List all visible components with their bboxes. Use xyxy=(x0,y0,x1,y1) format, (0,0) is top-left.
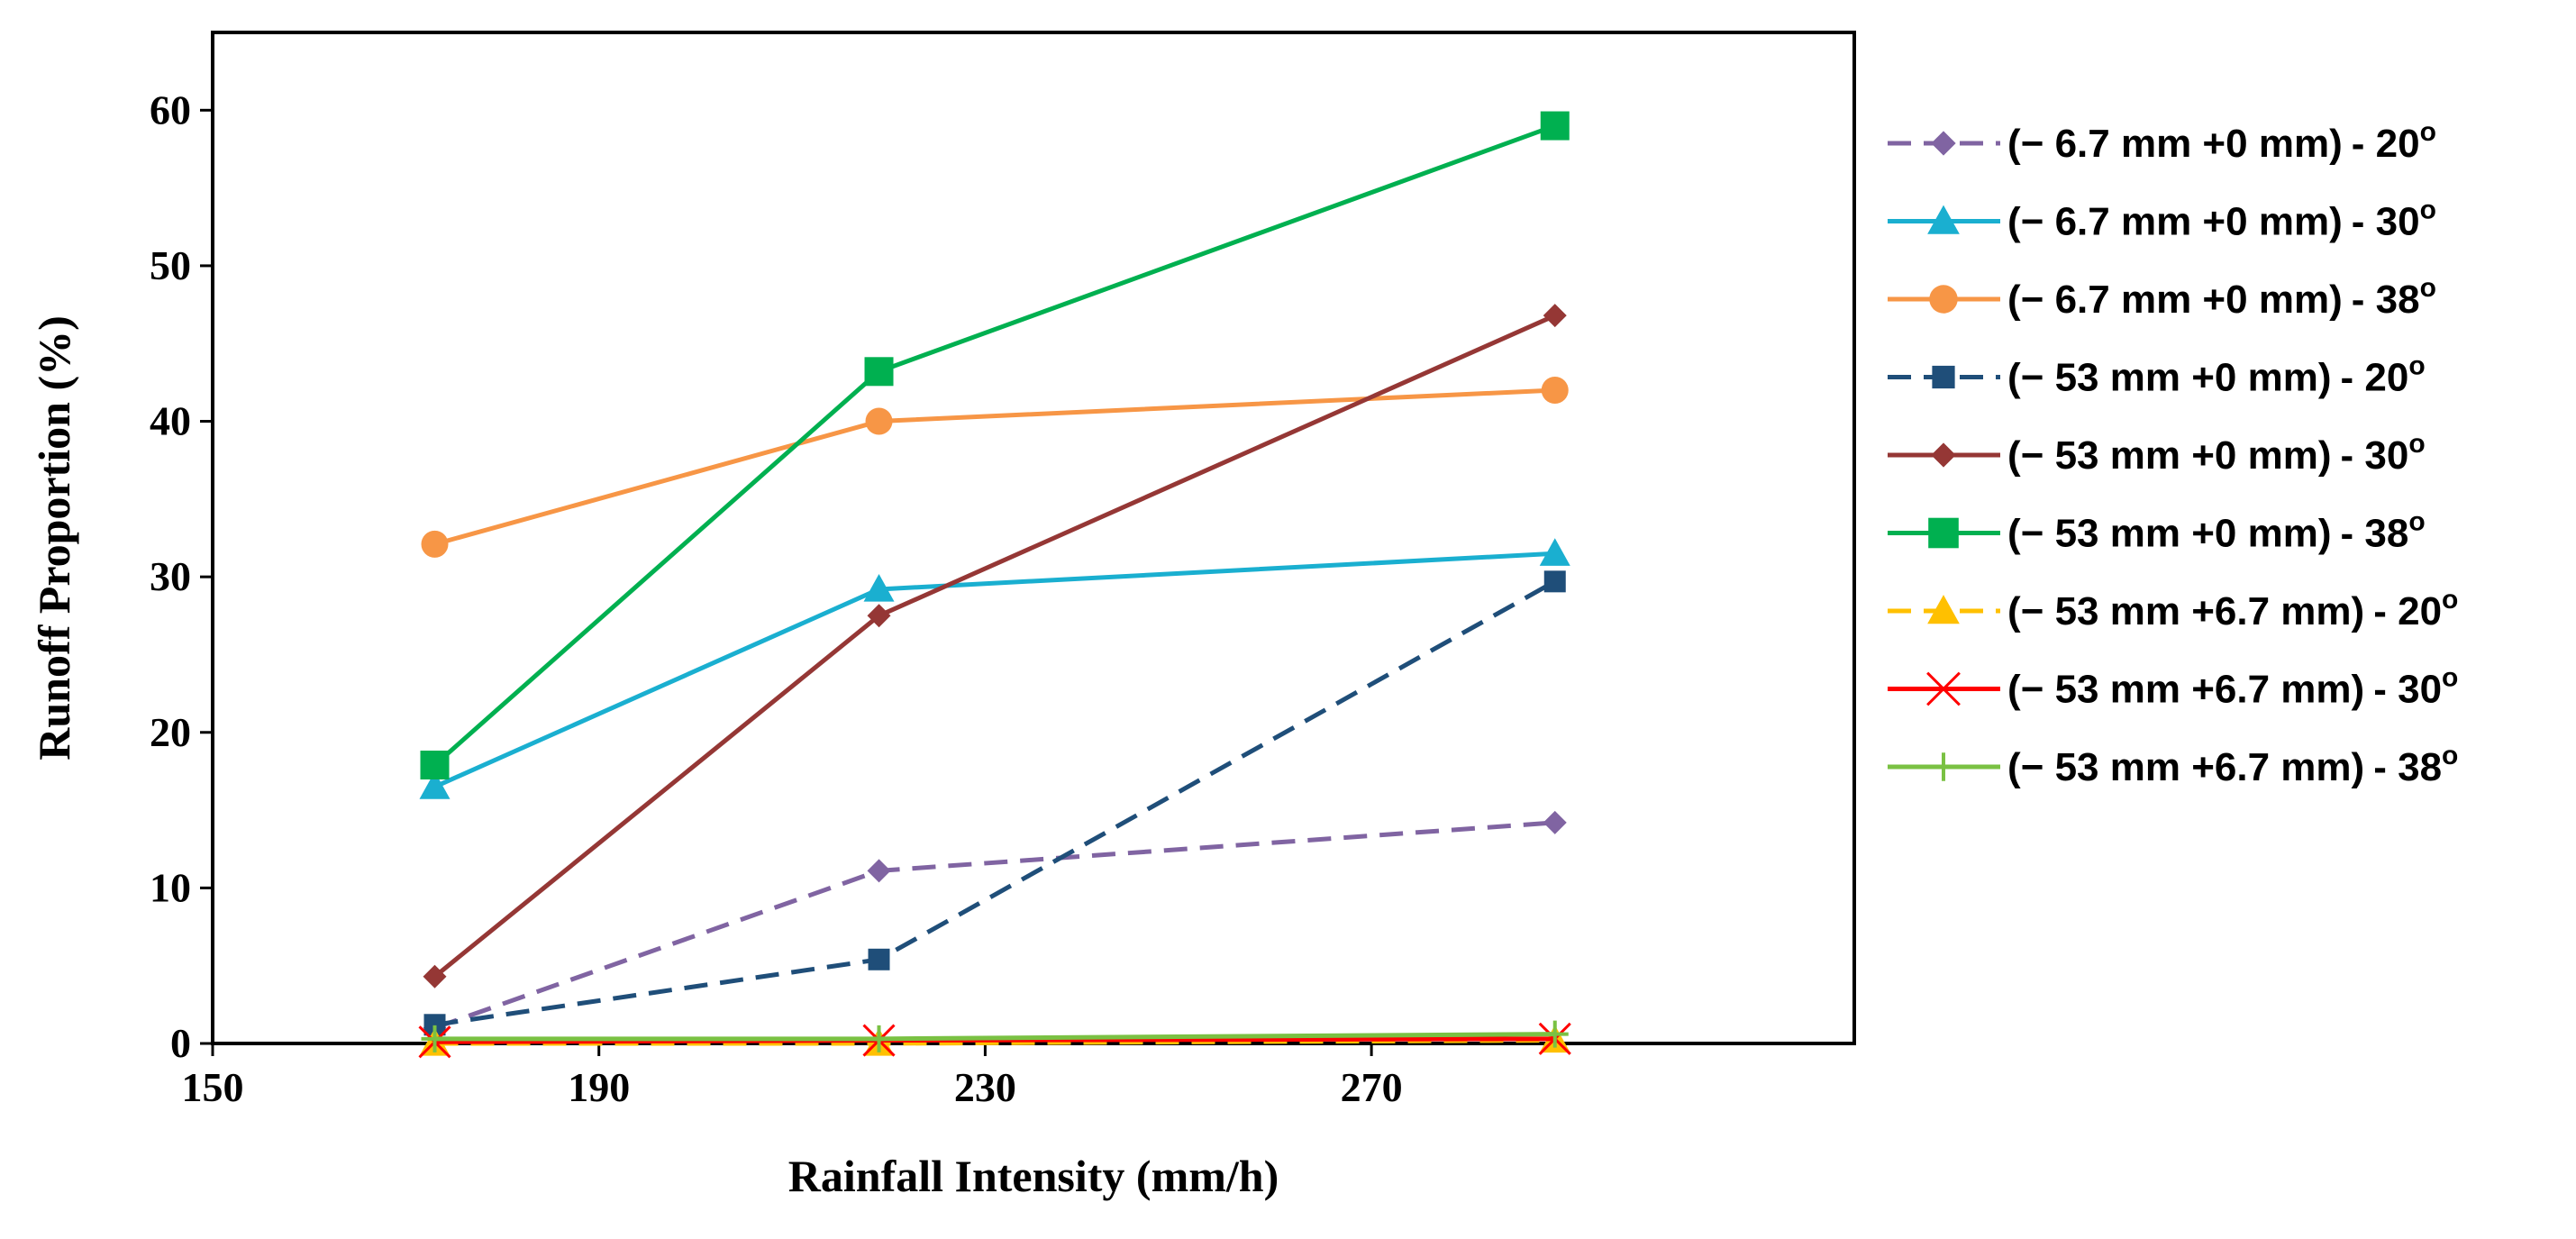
data-point xyxy=(420,751,450,780)
data-point xyxy=(1540,111,1570,141)
data-point xyxy=(423,964,447,988)
data-point xyxy=(865,1025,893,1052)
data-point xyxy=(865,407,893,435)
series-5 xyxy=(423,304,1567,988)
legend-swatch-marker xyxy=(1931,442,1956,468)
x-tick-label: 270 xyxy=(1341,1064,1403,1110)
y-axis-title: Runoff Proportion (%) xyxy=(29,315,79,761)
data-point xyxy=(867,604,891,628)
x-tick-label: 190 xyxy=(568,1064,630,1110)
legend-swatch-marker xyxy=(1927,595,1960,624)
legend-item: (− 53 mm +6.7 mm) - 38o xyxy=(1888,741,2458,789)
y-tick-label: 50 xyxy=(150,242,191,288)
legend-label: (− 53 mm +6.7 mm) - 38o xyxy=(2007,741,2458,789)
y-tick-label: 60 xyxy=(150,87,191,132)
series-3 xyxy=(421,377,1569,558)
legend-swatch-marker xyxy=(1929,285,1958,314)
y-tick-label: 10 xyxy=(150,864,191,910)
y-tick-label: 30 xyxy=(150,553,191,599)
legend-label: (− 53 mm +6.7 mm) - 30o xyxy=(2007,663,2458,712)
y-tick-label: 40 xyxy=(150,398,191,444)
legend-label: (− 6.7 mm +0 mm) - 38o xyxy=(2007,273,2436,322)
legend-item: (− 53 mm +6.7 mm) - 20o xyxy=(1888,585,2458,633)
series-line xyxy=(433,551,1555,789)
legend-item: (− 53 mm +0 mm) - 30o xyxy=(1888,429,2426,478)
legend-swatch-marker xyxy=(1927,205,1960,234)
legend-swatch-marker xyxy=(1931,131,1956,156)
data-point xyxy=(864,357,894,387)
data-point xyxy=(1539,538,1570,566)
x-axis-title: Rainfall Intensity (mm/h) xyxy=(788,1151,1279,1201)
y-axis-ticks: 0 10 20 30 40 50 60 xyxy=(150,87,213,1066)
data-point xyxy=(421,1025,449,1052)
x-tick-label: 230 xyxy=(954,1064,1016,1110)
y-tick-label: 20 xyxy=(150,709,191,755)
data-point xyxy=(419,771,451,799)
legend-label: (− 53 mm +0 mm) - 38o xyxy=(2007,507,2426,556)
data-point xyxy=(421,530,449,558)
legend-label: (− 6.7 mm +0 mm) - 30o xyxy=(2007,196,2436,244)
legend-label: (− 53 mm +0 mm) - 30o xyxy=(2007,429,2426,478)
legend-swatch-marker xyxy=(1929,752,1958,781)
legend-swatch-marker xyxy=(1932,365,1955,389)
series-2 xyxy=(419,538,1570,799)
data-point xyxy=(1541,1020,1569,1048)
x-axis-ticks: 150 190 230 270 xyxy=(182,1043,1403,1110)
series-9 xyxy=(421,1020,1569,1052)
y-tick-label: 0 xyxy=(170,1020,191,1066)
data-point xyxy=(863,573,895,602)
series-line xyxy=(432,123,1556,767)
series-6 xyxy=(420,111,1570,780)
legend-label: (− 6.7 mm +0 mm) - 20o xyxy=(2007,117,2436,166)
series-line xyxy=(433,387,1555,547)
legend-item: (− 53 mm +6.7 mm) - 30o xyxy=(1888,663,2458,712)
legend-item: (− 6.7 mm +0 mm) - 20o xyxy=(1888,117,2436,166)
data-point xyxy=(1541,377,1569,405)
series-line xyxy=(433,820,1555,1031)
x-tick-label: 150 xyxy=(182,1064,244,1110)
legend-item: (− 53 mm +0 mm) - 20o xyxy=(1888,351,2426,400)
legend-item: (− 6.7 mm +0 mm) - 30o xyxy=(1888,196,2436,244)
data-point xyxy=(867,859,891,883)
data-point xyxy=(1543,304,1567,328)
data-point xyxy=(1543,810,1567,834)
series-line xyxy=(434,579,1556,1027)
legend: (− 6.7 mm +0 mm) - 20o (− 6.7 mm +0 mm) - 3… xyxy=(1888,117,2458,789)
legend-label: (− 53 mm +0 mm) - 20o xyxy=(2007,351,2426,400)
legend-item: (− 53 mm +0 mm) - 38o xyxy=(1888,507,2426,556)
data-point xyxy=(868,948,890,970)
series-layer xyxy=(418,111,1571,1059)
legend-swatch-marker xyxy=(1926,671,1961,706)
series-4 xyxy=(423,570,1566,1036)
legend-item: (− 6.7 mm +0 mm) - 38o xyxy=(1888,273,2436,322)
data-point xyxy=(1543,570,1566,593)
legend-swatch-marker xyxy=(1928,517,1959,549)
legend-label: (− 53 mm +6.7 mm) - 20o xyxy=(2007,585,2458,633)
